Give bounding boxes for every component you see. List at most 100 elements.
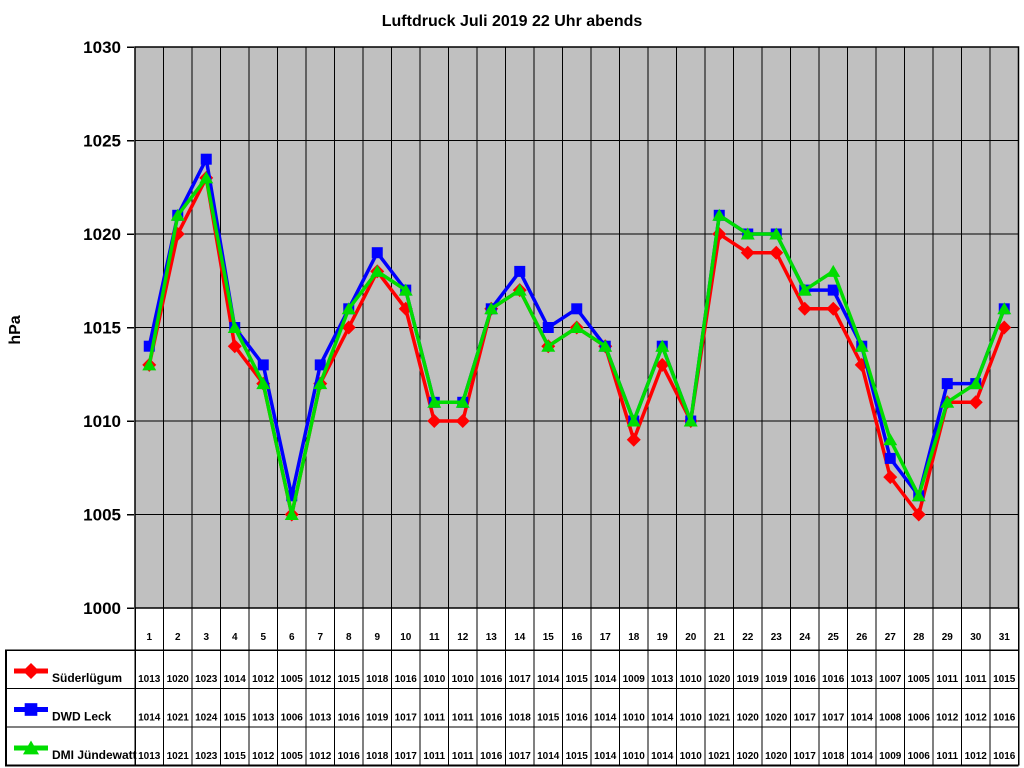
table-cell-value: 1018 — [509, 713, 532, 724]
table-cell-value: 1012 — [309, 751, 332, 762]
table-cell-value: 1014 — [594, 674, 617, 685]
table-cell-value: 1012 — [965, 713, 988, 724]
series-marker-square — [827, 284, 839, 296]
legend-series-label: DWD Leck — [52, 710, 112, 724]
table-cell-value: 1011 — [936, 674, 958, 685]
series-marker-triangle — [170, 208, 185, 221]
table-cell-value: 1018 — [366, 674, 389, 685]
x-axis-day-label: 21 — [714, 632, 726, 643]
table-cell-value: 1010 — [423, 674, 446, 685]
series-marker-triangle — [940, 395, 955, 408]
series-marker-square — [514, 265, 526, 277]
table-cell-value: 1014 — [851, 713, 874, 724]
x-axis-day-label: 19 — [657, 632, 669, 643]
table-cell-value: 1010 — [680, 713, 703, 724]
x-axis-day-label: 17 — [600, 632, 612, 643]
series-marker-diamond — [968, 395, 983, 410]
table-cell-value: 1013 — [309, 713, 332, 724]
table-cell-value: 1020 — [167, 674, 190, 685]
table-cell-value: 1016 — [822, 674, 845, 685]
table-cell-value: 1019 — [366, 713, 389, 724]
series-marker-triangle — [968, 377, 983, 390]
table-cell-value: 1021 — [708, 713, 731, 724]
table-cell-value: 1021 — [708, 751, 731, 762]
x-axis-day-label: 18 — [628, 632, 640, 643]
table-cell-value: 1005 — [281, 751, 304, 762]
table-cell-value: 1019 — [765, 674, 788, 685]
x-axis-day-label: 5 — [260, 632, 266, 643]
x-axis-day-label: 31 — [999, 632, 1011, 643]
series-marker-diamond — [455, 414, 470, 428]
series-marker-triangle — [427, 395, 442, 408]
x-axis-day-label: 30 — [970, 632, 982, 643]
table-cell-value: 1016 — [480, 674, 503, 685]
series-marker-triangle — [370, 264, 385, 277]
table-cell-value: 1015 — [224, 751, 247, 762]
table-cell-value: 1010 — [680, 674, 703, 685]
x-axis-day-label: 29 — [942, 632, 954, 643]
x-axis-day-label: 25 — [828, 632, 840, 643]
table-cell-value: 1017 — [395, 713, 418, 724]
table-cell-value: 1020 — [765, 713, 788, 724]
table-cell-value: 1012 — [936, 713, 959, 724]
series-marker-square — [314, 359, 326, 371]
table-cell-value: 1023 — [195, 751, 218, 762]
table-cell-value: 1015 — [537, 713, 560, 724]
table-cell-value: 1012 — [252, 674, 275, 685]
x-axis-day-label: 20 — [685, 632, 697, 643]
series-marker-diamond — [911, 507, 926, 522]
table-cell-value: 1020 — [737, 713, 760, 724]
table-cell-value: 1016 — [993, 713, 1016, 724]
series-marker-triangle — [541, 339, 556, 352]
x-axis-day-label: 14 — [514, 632, 526, 643]
table-cell-value: 1005 — [281, 674, 304, 685]
series-marker-diamond — [797, 301, 812, 316]
series-marker-square — [941, 378, 953, 390]
x-axis-day-label: 26 — [856, 632, 868, 643]
table-cell-value: 1017 — [794, 751, 817, 762]
x-axis-day-label: 22 — [742, 632, 754, 643]
legend-diamond-icon — [22, 662, 40, 680]
x-axis-day-label: 2 — [175, 632, 181, 643]
x-axis-day-label: 28 — [913, 632, 925, 643]
table-cell-value: 1014 — [651, 713, 674, 724]
table-cell-value: 1016 — [395, 674, 418, 685]
x-axis-day-label: 6 — [289, 632, 295, 643]
x-axis-day-label: 15 — [543, 632, 555, 643]
table-cell-value: 1012 — [252, 751, 275, 762]
y-axis-tick-label: 1020 — [83, 225, 121, 244]
series-marker-triangle — [455, 395, 470, 408]
series-marker-triangle — [712, 208, 727, 221]
table-cell-value: 1013 — [252, 713, 275, 724]
series-marker-triangle — [398, 283, 413, 296]
series-marker-diamond — [427, 414, 442, 428]
table-cell-value: 1012 — [965, 751, 988, 762]
table-cell-value: 1008 — [879, 713, 902, 724]
x-axis-day-label: 13 — [486, 632, 498, 643]
table-cell-value: 1015 — [224, 713, 247, 724]
series-marker-triangle — [484, 302, 499, 315]
series-marker-triangle — [826, 264, 841, 277]
table-cell-value: 1019 — [737, 674, 760, 685]
series-marker-diamond — [655, 357, 670, 372]
series-marker-triangle — [569, 321, 584, 333]
x-axis-day-label: 1 — [146, 632, 152, 643]
legend-triangle-icon — [22, 740, 40, 755]
table-cell-value: 1011 — [423, 713, 445, 724]
table-cell-value: 1020 — [737, 751, 760, 762]
table-cell-value: 1014 — [138, 713, 161, 724]
table-cell-value: 1012 — [309, 674, 332, 685]
series-marker-diamond — [769, 245, 784, 260]
table-cell-value: 1011 — [965, 674, 987, 685]
series-marker-square — [143, 340, 155, 352]
x-axis-day-label: 9 — [374, 632, 380, 643]
series-marker-square — [286, 490, 298, 502]
table-cell-value: 1005 — [908, 674, 931, 685]
y-axis-tick-label: 1010 — [83, 412, 121, 431]
table-cell-value: 1021 — [167, 713, 190, 724]
series-marker-triangle — [598, 339, 613, 352]
table-cell-value: 1010 — [452, 674, 475, 685]
series-marker-square — [200, 153, 212, 165]
